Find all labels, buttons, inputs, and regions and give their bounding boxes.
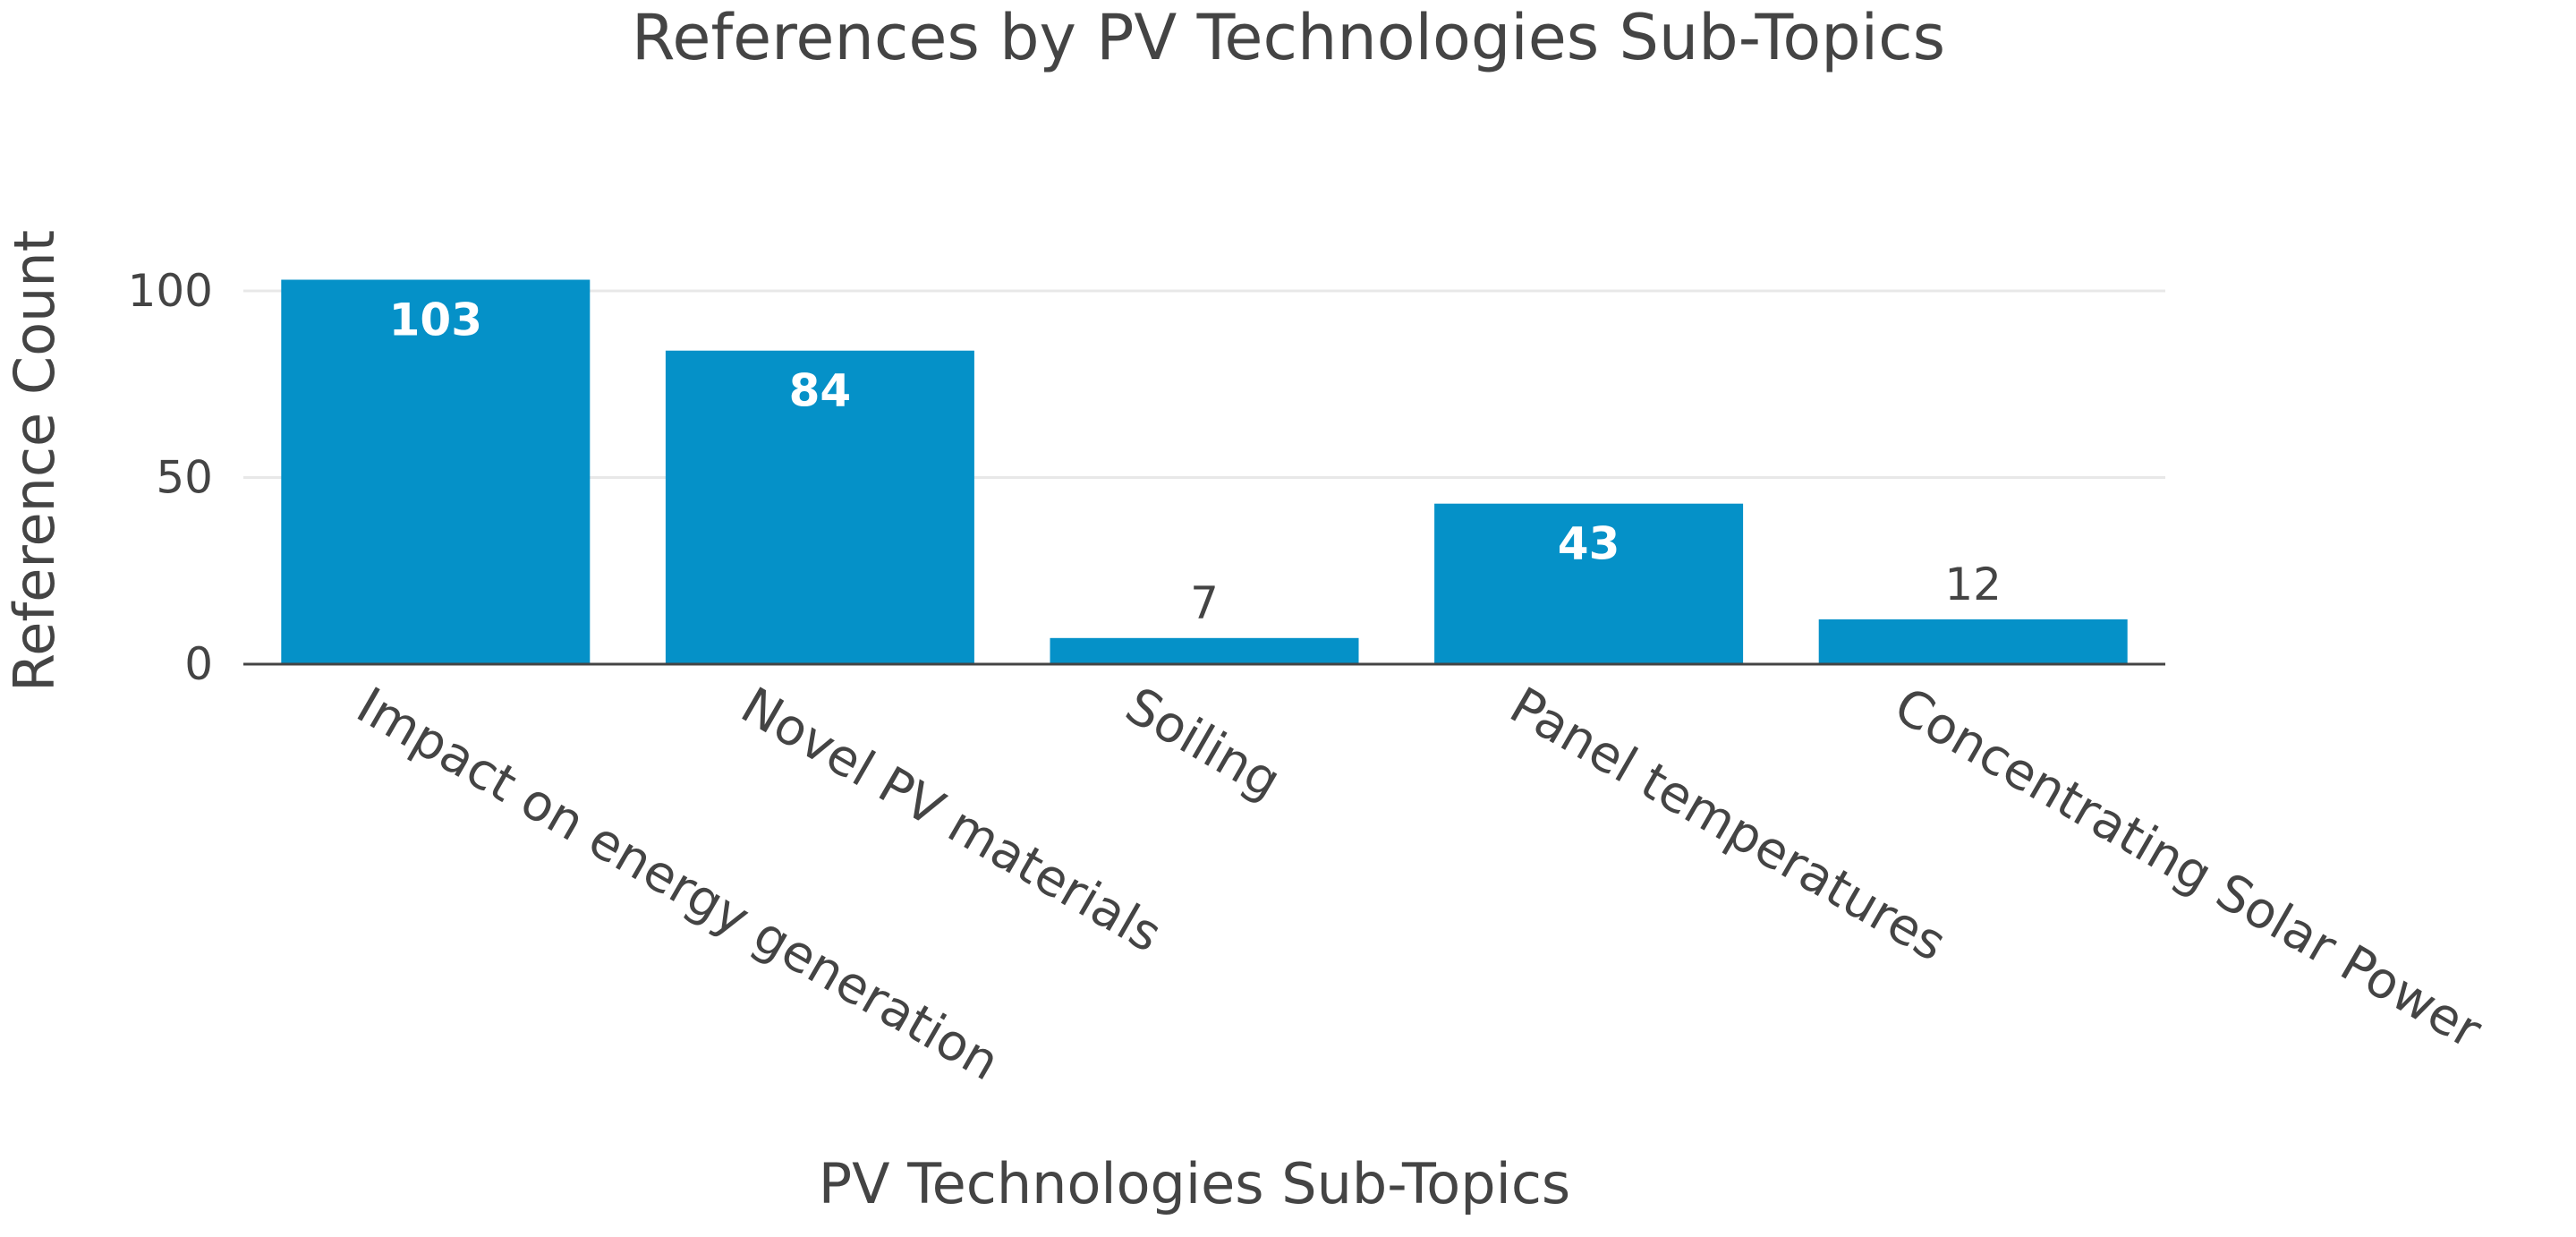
y-axis-ticks: 0 50 100 <box>128 265 213 690</box>
bar <box>281 279 591 664</box>
bar <box>1434 503 1744 664</box>
data-label: 12 <box>1944 559 2002 610</box>
data-label: 103 <box>389 294 482 346</box>
x-axis-title: PV Technologies Sub-Topics <box>819 1151 1570 1216</box>
y-tick-label: 0 <box>184 638 213 690</box>
x-tick-label: Soiling <box>1116 677 1290 811</box>
x-tick-label: Impact on energy generation <box>347 677 1009 1093</box>
data-labels: 103 84 7 43 12 <box>389 294 2002 628</box>
bars <box>281 279 2128 664</box>
data-label: 7 <box>1190 577 1219 629</box>
bar <box>665 350 974 664</box>
y-tick-label: 100 <box>128 265 213 317</box>
data-label: 43 <box>1558 518 1620 570</box>
x-tick-label: Concentrating Solar Power <box>1884 677 2492 1061</box>
bar <box>1818 618 2128 664</box>
bar <box>1050 637 1359 664</box>
y-tick-label: 50 <box>156 452 213 504</box>
data-label: 84 <box>789 365 852 417</box>
chart-title: References by PV Technologies Sub-Topics <box>632 1 1945 74</box>
y-axis-title: Reference Count <box>2 230 67 692</box>
